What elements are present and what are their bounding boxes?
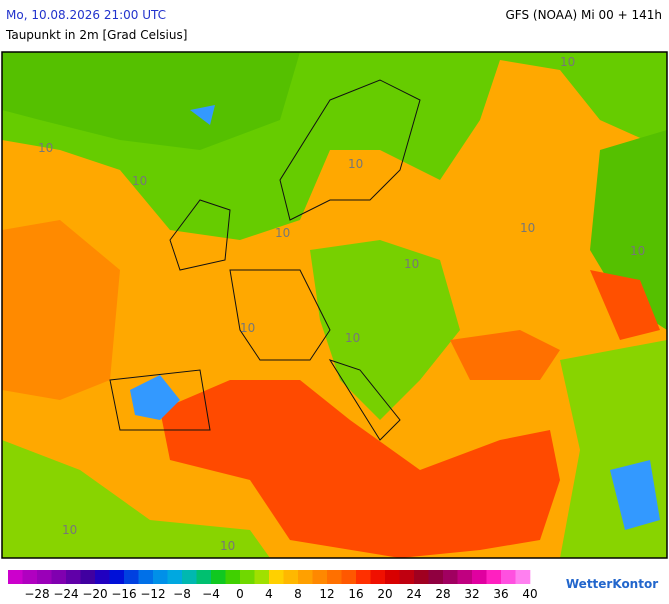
blue-region: [610, 460, 660, 530]
legend-label: 36: [493, 587, 508, 600]
legend-swatch: [501, 570, 516, 584]
contour-label: 10: [275, 226, 290, 240]
brand-logo: WetterKontor: [566, 577, 658, 591]
legend-swatch: [254, 570, 270, 584]
contour-label: 10: [38, 141, 53, 155]
green-region: [2, 52, 300, 150]
legend-swatch: [472, 570, 487, 584]
contour-label: 10: [62, 523, 77, 537]
legend-swatch: [22, 570, 38, 584]
contour-label: 10: [560, 55, 575, 69]
red-region: [590, 270, 660, 340]
legend-swatch: [515, 570, 531, 584]
legend-swatch: [51, 570, 67, 584]
legend-label: 24: [406, 587, 421, 600]
legend-swatch: [399, 570, 415, 584]
legend-swatch: [327, 570, 342, 584]
legend-swatch: [196, 570, 212, 584]
orange-region: [450, 330, 560, 380]
legend-swatch: [269, 570, 284, 584]
model-run: GFS (NOAA) Mi 00 + 141h: [505, 8, 662, 22]
legend-swatch: [8, 570, 23, 584]
legend-swatch: [95, 570, 110, 584]
contour-label: 10: [132, 174, 147, 188]
legend-label: −20: [82, 587, 107, 600]
legend-swatch: [312, 570, 328, 584]
red-region: [160, 380, 560, 558]
legend-swatch: [385, 570, 400, 584]
blue-region: [190, 105, 215, 125]
contour-label: 10: [345, 331, 360, 345]
legend-swatch: [298, 570, 313, 584]
legend-swatch: [240, 570, 255, 584]
legend-swatch: [138, 570, 154, 584]
coastline: [109, 79, 421, 441]
legend-label: 16: [348, 587, 363, 600]
map-frame: [1, 51, 668, 559]
contour-labels: 10 10 10 10 10 10 10 10 10 10 10 10: [38, 55, 645, 553]
datetime: Mo, 10.08.2026 21:00 UTC: [6, 8, 166, 22]
legend-swatch: [211, 570, 226, 584]
legend-swatch: [153, 570, 168, 584]
green-region: [310, 240, 460, 420]
legend-label: −16: [111, 587, 136, 600]
green-region: [2, 440, 270, 558]
legend-swatch: [370, 570, 386, 584]
legend-label: 28: [435, 587, 450, 600]
legend-swatch: [486, 570, 502, 584]
legend-label: −4: [202, 587, 220, 600]
contour-label: 10: [220, 539, 235, 553]
legend-label: 8: [294, 587, 302, 600]
legend-swatch: [283, 570, 299, 584]
contour-label: 10: [630, 244, 645, 258]
legend-label: −12: [140, 587, 165, 600]
variable-title: Taupunkt in 2m [Grad Celsius]: [5, 28, 187, 42]
legend-label: −24: [53, 587, 78, 600]
legend-swatch: [167, 570, 183, 584]
legend-swatch: [457, 570, 473, 584]
legend-swatch: [443, 570, 458, 584]
contour-label: 10: [348, 157, 363, 171]
legend-swatch: [428, 570, 444, 584]
legend-label: 12: [319, 587, 334, 600]
contour-label: 10: [240, 321, 255, 335]
legend-swatch: [356, 570, 371, 584]
contour-label: 10: [404, 257, 419, 271]
contour-label: 10: [520, 221, 535, 235]
legend-label: 32: [464, 587, 479, 600]
legend-swatch: [414, 570, 429, 584]
legend-swatch: [80, 570, 96, 584]
legend-swatch: [225, 570, 241, 584]
blue-region: [130, 375, 180, 420]
orange-region: [2, 220, 120, 400]
legend-swatch: [66, 570, 81, 584]
color-legend: −28 −24 −20 −16 −12 −8 −4 0 4 8 12 16 20 24 28 32 36 40: [8, 570, 538, 601]
legend-label: −8: [173, 587, 191, 600]
legend-label: 0: [236, 587, 244, 600]
map: [1, 51, 668, 559]
legend-swatch: [341, 570, 357, 584]
legend-label: −28: [24, 587, 49, 600]
legend-swatch: [37, 570, 52, 584]
legend-label: 20: [377, 587, 392, 600]
legend-label: 4: [265, 587, 273, 600]
legend-swatch: [109, 570, 125, 584]
legend-swatch: [124, 570, 139, 584]
legend-label: 40: [522, 587, 537, 600]
legend-swatch: [182, 570, 197, 584]
